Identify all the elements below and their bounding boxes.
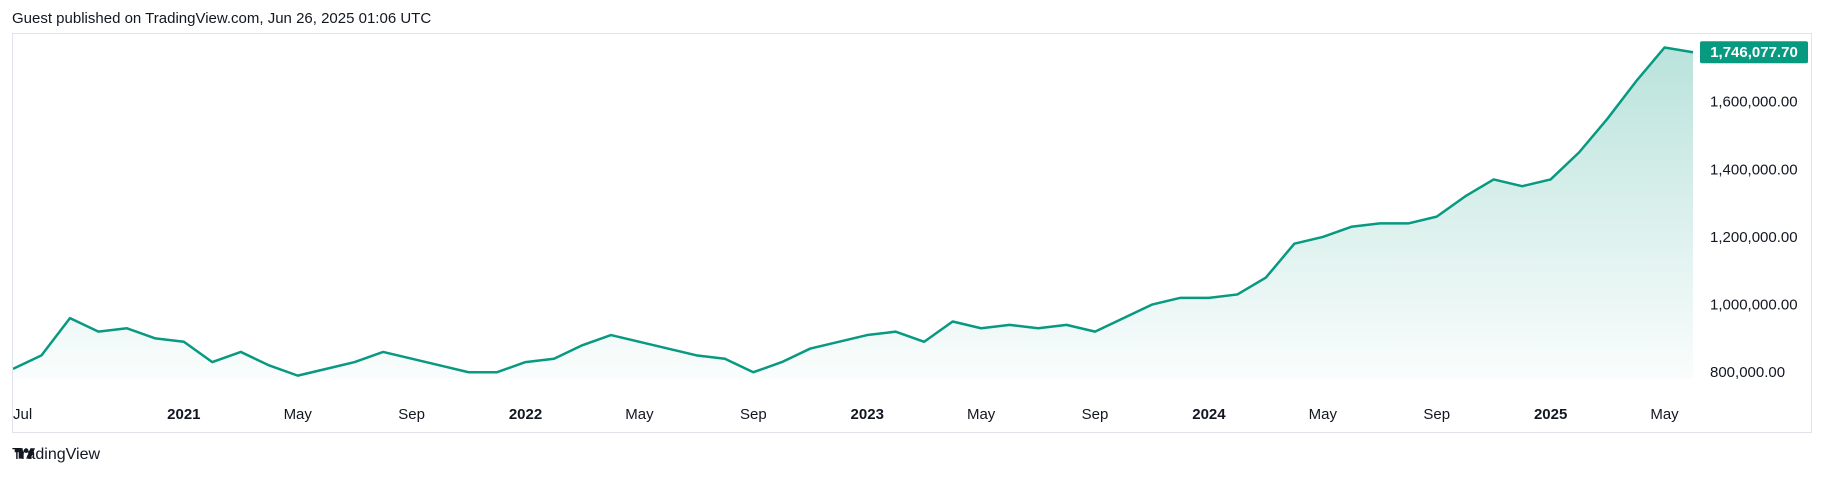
x-tick-label: Sep: [398, 406, 425, 423]
x-tick-label: Sep: [1423, 406, 1450, 423]
chart-frame[interactable]: 1,600,000.00 1,400,000.00 1,200,000.00 1,00…: [12, 33, 1812, 433]
x-tick-label: Sep: [740, 406, 767, 423]
y-axis[interactable]: 1,600,000.00 1,400,000.00 1,200,000.00 1,00…: [1710, 94, 1798, 382]
price-chart[interactable]: 1,600,000.00 1,400,000.00 1,200,000.00 1,00…: [13, 34, 1813, 434]
x-tick-label: 2024: [1192, 406, 1226, 423]
x-tick-label: 2025: [1534, 406, 1567, 423]
tradingview-logo-icon[interactable]: [12, 446, 38, 462]
footer: TradingView: [12, 446, 100, 464]
x-tick-label: 2021: [167, 406, 200, 423]
x-tick-label: May: [1650, 406, 1679, 423]
y-tick-label: 1,200,000.00: [1710, 229, 1798, 246]
last-price-label: 1,746,077.70: [1710, 44, 1798, 61]
x-axis[interactable]: Jul 2021 May Sep 2022 May Sep 2023 May Sep 2024 May…: [13, 406, 1679, 423]
y-tick-label: 1,000,000.00: [1710, 297, 1798, 314]
x-tick-label: Jul: [13, 406, 32, 423]
x-tick-label: Sep: [1082, 406, 1109, 423]
y-tick-label: 1,600,000.00: [1710, 94, 1798, 111]
last-price-badge-bg: [1700, 41, 1808, 64]
x-tick-label: May: [967, 406, 996, 423]
x-tick-label: May: [284, 406, 313, 423]
published-header: Guest published on TradingView.com, Jun …: [12, 10, 432, 27]
x-tick-label: May: [625, 406, 654, 423]
series-line: [13, 46, 1694, 377]
area-fill: [13, 47, 1693, 379]
y-tick-label: 800,000.00: [1710, 364, 1785, 381]
last-price-badge: 1,746,077.70: [1700, 41, 1808, 64]
x-tick-label: 2022: [509, 406, 542, 423]
y-tick-label: 1,400,000.00: [1710, 161, 1798, 178]
x-tick-label: 2023: [851, 406, 884, 423]
x-tick-label: May: [1309, 406, 1338, 423]
area-layer: [13, 46, 1694, 379]
